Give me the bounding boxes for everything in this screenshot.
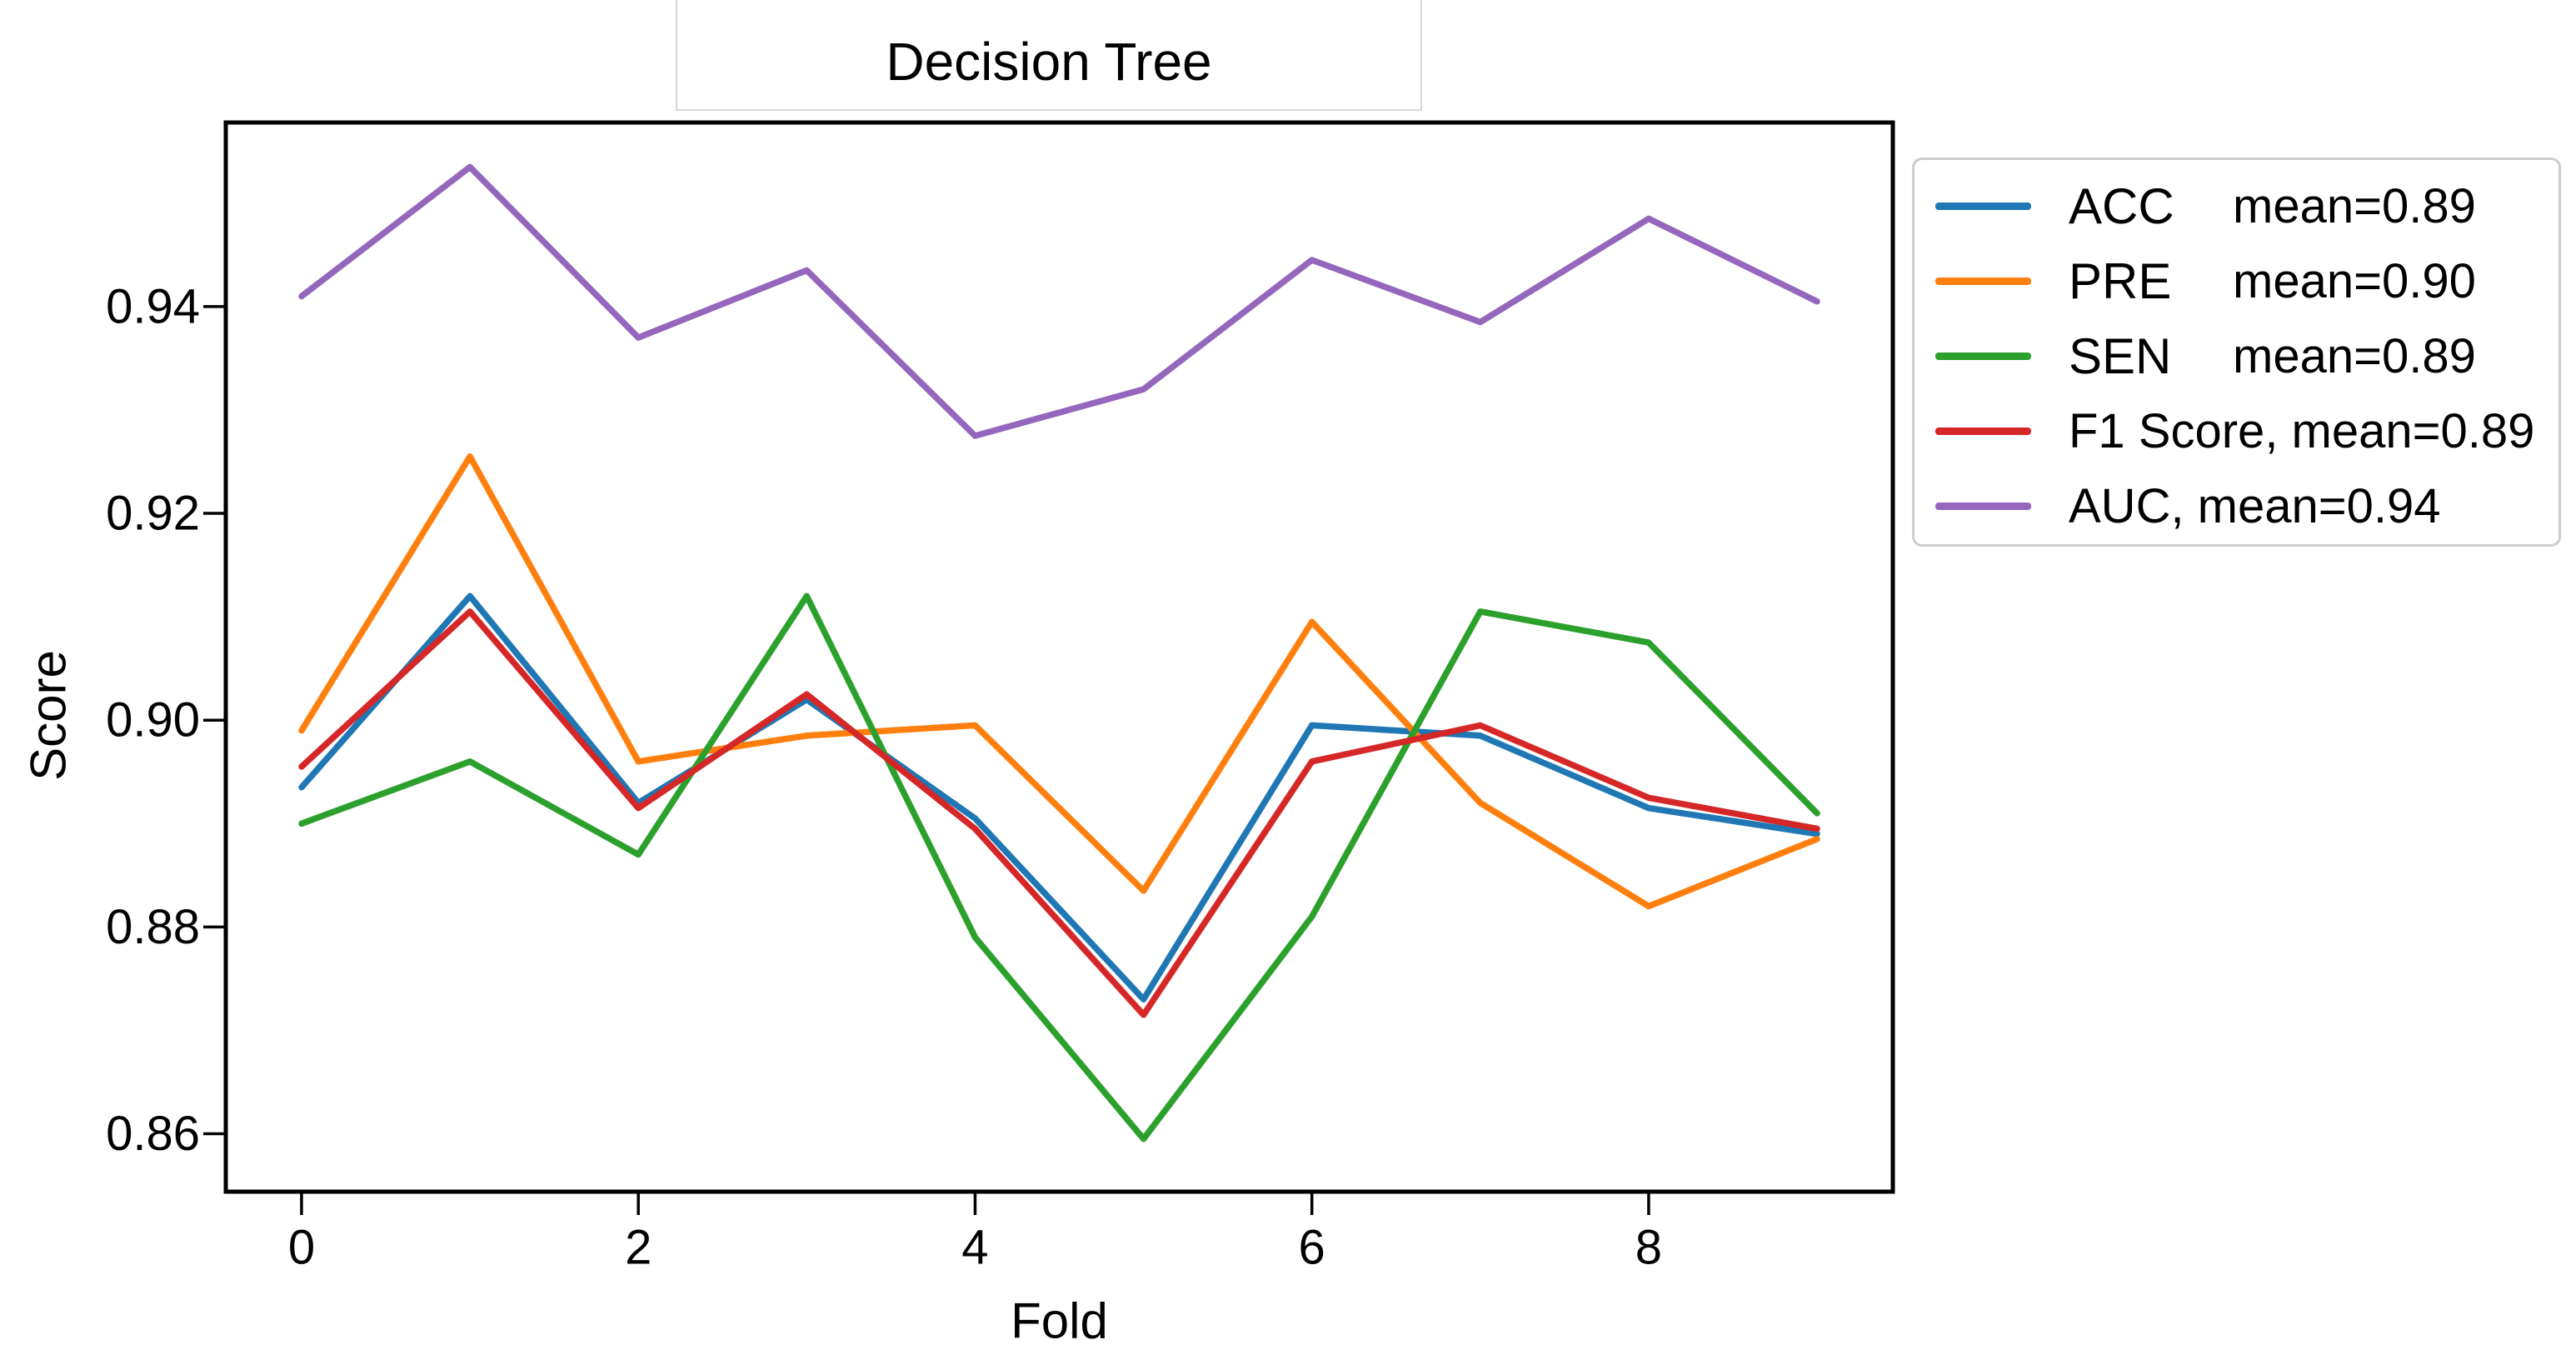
legend-label: PRE	[2069, 252, 2172, 309]
legend-swatch-SEN	[1935, 352, 2031, 360]
series-line-AUC	[298, 163, 1820, 439]
x-tick-label: 0	[288, 1221, 315, 1275]
legend-item: F1 Score, mean=0.89	[1915, 393, 2559, 468]
series-line-F1-Score	[298, 608, 1820, 1018]
legend-swatch-F1-Score	[1935, 427, 2031, 435]
x-tick-label: 4	[961, 1221, 988, 1275]
legend-item: ACC mean=0.89	[1915, 168, 2559, 243]
x-axis-label: Fold	[1011, 1293, 1108, 1349]
x-tick-label: 6	[1299, 1221, 1325, 1275]
legend: ACC mean=0.89 PRE mean=0.90 SEN mean=0.89 F1 S…	[1912, 158, 2561, 547]
x-tick-label: 2	[625, 1221, 651, 1275]
y-tick-label: 0.94	[106, 279, 200, 333]
legend-swatch-ACC	[1935, 202, 2031, 210]
legend-mean: mean=0.89	[2233, 328, 2476, 383]
legend-mean: mean=0.89	[2233, 178, 2476, 233]
y-tick-label: 0.90	[106, 693, 200, 748]
legend-label: SEN	[2069, 328, 2172, 384]
legend-swatch-AUC	[1935, 502, 2031, 510]
plot-frame	[223, 120, 1895, 1194]
y-tick-label: 0.86	[106, 1107, 200, 1161]
series-line-SEN	[298, 592, 1820, 1142]
legend-label: AUC, mean=0.94	[2069, 478, 2441, 533]
chart-title: Decision Tree	[886, 32, 1212, 92]
y-tick-label: 0.92	[106, 487, 200, 541]
legend-label: ACC	[2069, 178, 2174, 234]
legend-item: AUC, mean=0.94	[1915, 468, 2559, 543]
chart-title-box: Decision Tree	[676, 0, 1422, 111]
series-line-PRE	[298, 453, 1820, 910]
legend-item: SEN mean=0.89	[1915, 318, 2559, 393]
y-tick-label: 0.88	[106, 900, 200, 954]
y-axis-label: Score	[21, 650, 77, 781]
legend-mean: mean=0.90	[2233, 253, 2476, 308]
legend-item: PRE mean=0.90	[1915, 243, 2559, 318]
legend-label: F1 Score, mean=0.89	[2069, 403, 2535, 458]
x-tick-label: 8	[1635, 1221, 1662, 1275]
series-line-ACC	[298, 592, 1820, 1002]
legend-swatch-PRE	[1935, 277, 2031, 285]
